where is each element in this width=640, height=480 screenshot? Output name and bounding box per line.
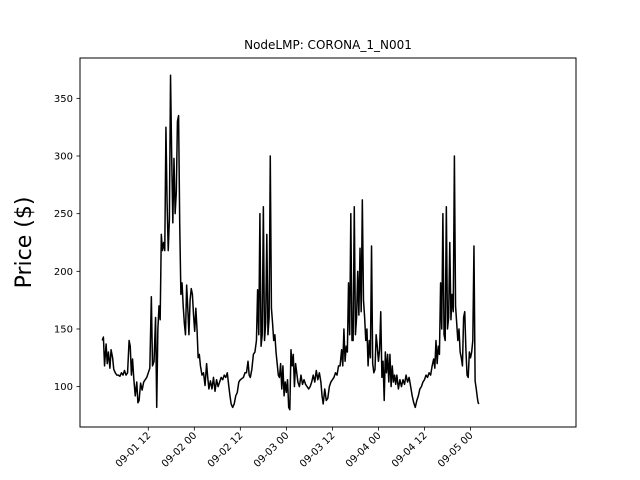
y-tick-label: 200 — [54, 267, 73, 278]
y-tick-label: 150 — [54, 324, 73, 335]
y-axis: 100 150 200 250 300 350 — [54, 94, 80, 393]
y-tick-label: 100 — [54, 382, 73, 393]
series-line — [101, 74, 480, 411]
plot-frame — [79, 57, 577, 428]
y-tick-label: 350 — [54, 94, 73, 105]
chart-title: NodeLMP: CORONA_1_N001 — [244, 38, 412, 52]
y-tick-label: 300 — [54, 152, 73, 163]
y-tick-label: 250 — [54, 209, 73, 220]
y-axis-label: Price ($) — [12, 197, 37, 289]
